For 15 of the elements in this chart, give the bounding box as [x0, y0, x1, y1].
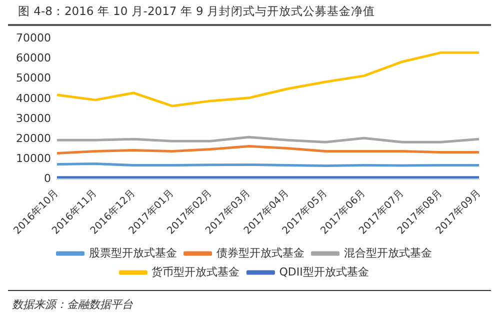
y-tick-label: 50000 [16, 72, 51, 85]
y-tick-label: 60000 [16, 52, 51, 65]
chart-title: 图 4-8：2016 年 10 月-2017 年 9 月封闭式与开放式公募基金净值 [8, 0, 491, 26]
legend-label: 股票型开放式基金 [88, 246, 177, 260]
legend-label: 货币型开放式基金 [152, 265, 240, 278]
legend-label: 混合型开放式基金 [344, 246, 432, 260]
source-note: 数据来源：金融数据平台 [12, 297, 134, 312]
y-tick-label: 70000 [16, 31, 51, 44]
y-tick-label: 10000 [16, 152, 51, 166]
y-tick-label: 0 [44, 172, 51, 186]
y-tick-label: 30000 [16, 112, 51, 125]
y-tick-label: 20000 [16, 132, 51, 146]
legend-label: 债券型开放式基金 [216, 246, 304, 260]
y-tick-label: 40000 [16, 92, 51, 105]
legend-label: QDII型开放式基金 [279, 265, 369, 278]
